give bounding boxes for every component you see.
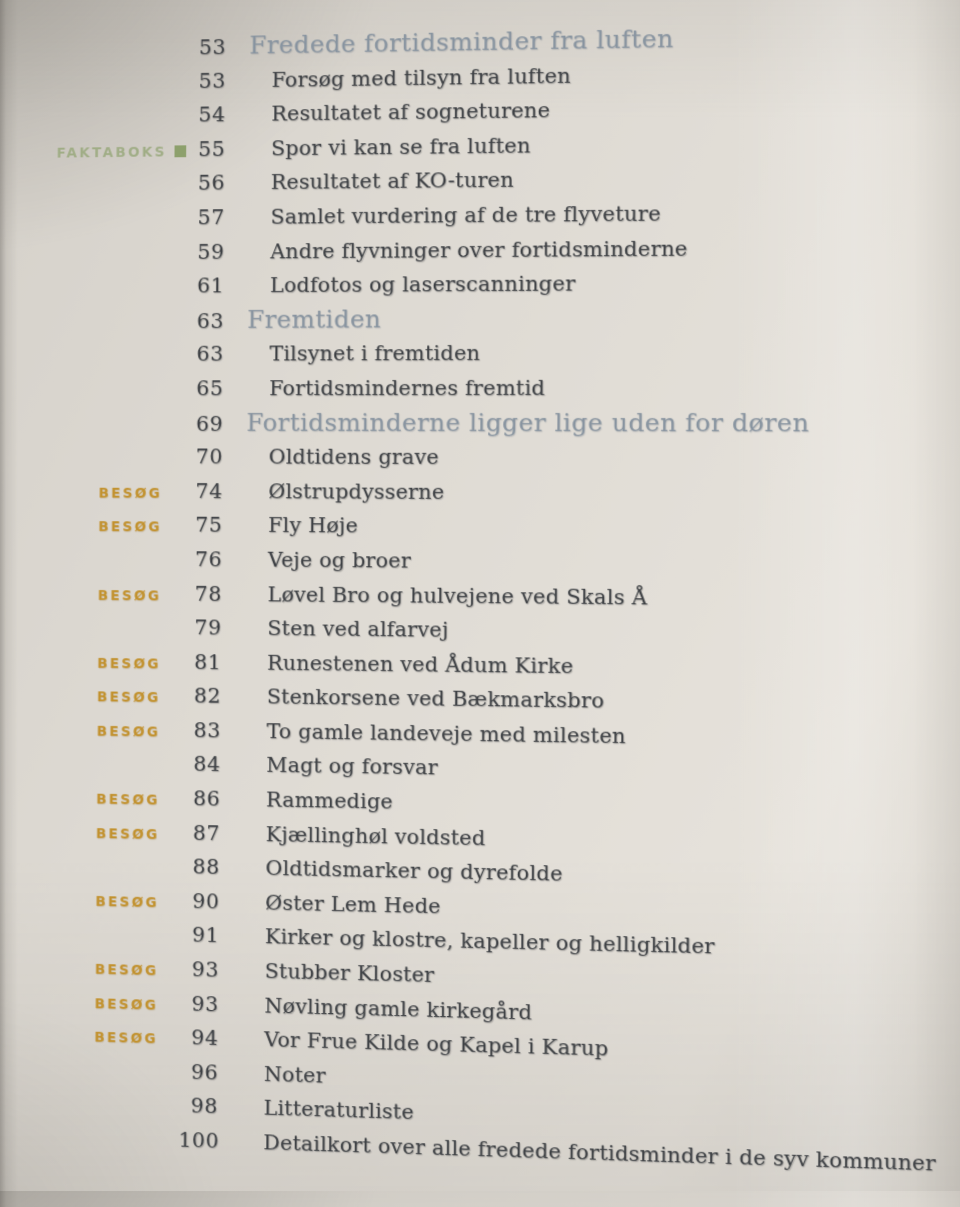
- row-tag: BESØG: [9, 782, 181, 819]
- row-tag-text: BESØG: [99, 485, 163, 501]
- page-number: 93: [179, 986, 218, 1021]
- row-tag: BESØG: [11, 578, 183, 613]
- page-number: 53: [187, 63, 226, 98]
- page-number: 81: [182, 645, 221, 680]
- entry-title: Lodfotos og laserscanninger: [224, 264, 960, 303]
- toc-list: 53 Fredede fortidsminder fra luften 53 F…: [7, 0, 960, 1182]
- page-number: 98: [179, 1089, 218, 1124]
- row-tag: BESØG: [9, 883, 181, 921]
- row-tag: [8, 938, 180, 942]
- row-tag: BESØG: [10, 646, 182, 682]
- page-number: 70: [184, 440, 223, 474]
- row-tag: [15, 122, 187, 124]
- page-number: 86: [181, 781, 220, 816]
- row-tag: [9, 870, 181, 873]
- page-number: 65: [184, 371, 223, 405]
- page-number: 75: [183, 508, 222, 542]
- page-number: 63: [184, 337, 223, 371]
- row-tag: [14, 190, 186, 192]
- row-tag: [7, 1107, 179, 1112]
- row-tag: FAKTABOKS: [14, 135, 186, 171]
- entry-title: Fly Høje: [222, 508, 960, 546]
- row-tag-text: BESØG: [97, 724, 161, 741]
- page-number: 56: [186, 166, 225, 201]
- page-number: 90: [180, 884, 219, 919]
- row-tag-text: FAKTABOKS: [57, 144, 167, 161]
- page-number: 53: [187, 30, 226, 65]
- toc-row: 59 Andre flyvninger over fortidsminderne: [14, 229, 960, 270]
- toc-row: 69 Fortidsminderne ligger lige uden for …: [12, 405, 960, 440]
- toc-row: 65 Fortidsmindernes fremtid: [12, 370, 960, 405]
- entry-title: Oldtidens grave: [223, 440, 960, 476]
- entry-title: Fortidsminderne ligger lige uden for dør…: [223, 405, 960, 440]
- row-tag: [11, 565, 183, 566]
- row-tag: [14, 258, 186, 259]
- row-tag-text: BESØG: [96, 826, 160, 843]
- page-number: 94: [179, 1020, 218, 1055]
- entry-title: Samlet vurdering af de tre flyveture: [224, 194, 960, 235]
- page-number: 88: [181, 850, 220, 885]
- toc-row: 61 Lodfotos og laserscanninger: [13, 264, 960, 304]
- page-number: 93: [180, 952, 219, 987]
- row-tag: [10, 768, 182, 771]
- page-number: 96: [179, 1055, 218, 1090]
- page-number: 59: [185, 234, 224, 268]
- row-tag: BESØG: [8, 985, 180, 1023]
- page-number: 91: [180, 918, 219, 953]
- row-tag: BESØG: [8, 951, 180, 989]
- page-number: 83: [182, 713, 221, 748]
- page-number: 100: [178, 1123, 217, 1158]
- row-tag: [14, 224, 186, 225]
- page-number: 55: [186, 132, 225, 167]
- row-tag: BESØG: [10, 680, 182, 716]
- row-tag: [13, 328, 185, 329]
- row-tag-text: BESØG: [95, 962, 159, 979]
- page-number: 54: [186, 98, 225, 133]
- row-tag: BESØG: [10, 714, 182, 750]
- page-number: 74: [183, 474, 222, 508]
- page-number: 87: [181, 815, 220, 850]
- row-tag: [15, 54, 187, 57]
- row-tag: [13, 293, 185, 294]
- entry-title: Fortidsmindernes fremtid: [223, 370, 960, 405]
- book-page: 53 Fredede fortidsminder fra luften 53 F…: [7, 0, 960, 1207]
- row-tag-text: BESØG: [98, 588, 162, 604]
- page-number: 78: [183, 576, 222, 610]
- row-tag-text: BESØG: [94, 1030, 158, 1047]
- page-number: 79: [182, 611, 221, 646]
- page-number: 82: [182, 679, 221, 714]
- row-tag: [7, 1141, 179, 1146]
- row-tag: BESØG: [9, 815, 181, 852]
- page-number: 76: [183, 542, 222, 576]
- page-number: 69: [184, 407, 223, 441]
- page-number: 61: [185, 269, 224, 303]
- row-tag: BESØG: [8, 1019, 180, 1058]
- entry-title: Andre flyvninger over fortidsminderne: [224, 229, 960, 269]
- entry-title: Fremtiden: [224, 300, 960, 338]
- entry-title: Ølstrupdysserne: [222, 474, 960, 511]
- entry-title: Tilsynet i fremtiden: [223, 335, 960, 372]
- page-number: 63: [185, 304, 224, 338]
- row-tag-text: BESØG: [97, 656, 161, 672]
- row-tag: BESØG: [11, 510, 183, 545]
- row-tag-text: BESØG: [95, 996, 159, 1013]
- row-tag: [7, 1073, 179, 1078]
- row-tag-text: BESØG: [95, 894, 159, 911]
- row-tag-text: BESØG: [96, 792, 160, 809]
- toc-row: BESØG 78 Løvel Bro og hulvejene ved Skal…: [11, 575, 960, 617]
- entry-title: Veje og broer: [222, 542, 960, 582]
- toc-row: 63 Tilsynet i fremtiden: [13, 335, 960, 372]
- page-number: 84: [181, 747, 220, 782]
- toc-row: 63 Fremtiden: [13, 300, 960, 338]
- toc-row: BESØG 75 Fly Høje: [11, 507, 960, 546]
- toc-row: BESØG 74 Ølstrupdysserne: [12, 473, 960, 511]
- row-tag: [15, 88, 187, 90]
- faktaboks-square-icon: [174, 145, 186, 157]
- row-tag-text: BESØG: [98, 520, 162, 536]
- toc-row: 70 Oldtidens grave: [12, 440, 960, 477]
- page-number: 57: [186, 200, 225, 235]
- row-tag-text: BESØG: [97, 690, 161, 707]
- row-tag: [11, 633, 183, 635]
- row-tag: BESØG: [12, 476, 184, 511]
